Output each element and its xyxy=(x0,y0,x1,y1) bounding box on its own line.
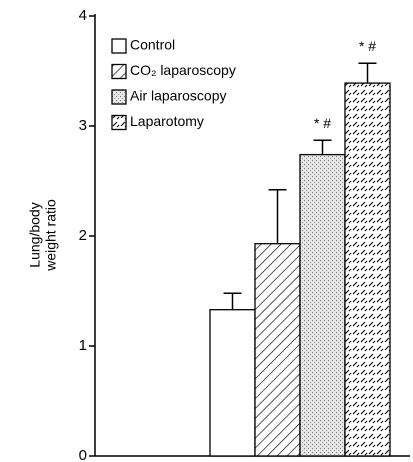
legend-swatch xyxy=(111,38,127,54)
y-axis-label-line: weight ratio xyxy=(43,199,59,272)
y-tick-label: 1 xyxy=(79,337,87,354)
bar xyxy=(299,153,346,457)
bar xyxy=(344,82,391,457)
legend-label: CO₂ laparoscopy xyxy=(130,62,236,78)
legend-swatch xyxy=(111,89,127,105)
legend-label: Air laparoscopy xyxy=(130,88,227,104)
bar xyxy=(254,243,301,457)
legend-label: Laparotomy xyxy=(130,113,204,129)
y-tick-label: 0 xyxy=(79,447,87,462)
y-tick-label: 3 xyxy=(79,117,87,134)
annotation: * # xyxy=(359,38,376,54)
y-axis-label-line: Lung/body xyxy=(27,202,43,267)
y-tick-label: 2 xyxy=(79,227,87,244)
y-axis-label: Lung/body weight ratio xyxy=(27,199,59,272)
y-tick-label: 4 xyxy=(79,7,87,24)
legend-swatch xyxy=(111,63,127,80)
annotation: * # xyxy=(314,115,331,131)
legend-label: Control xyxy=(130,37,175,53)
bar xyxy=(209,309,256,457)
legend-swatch xyxy=(111,114,127,131)
